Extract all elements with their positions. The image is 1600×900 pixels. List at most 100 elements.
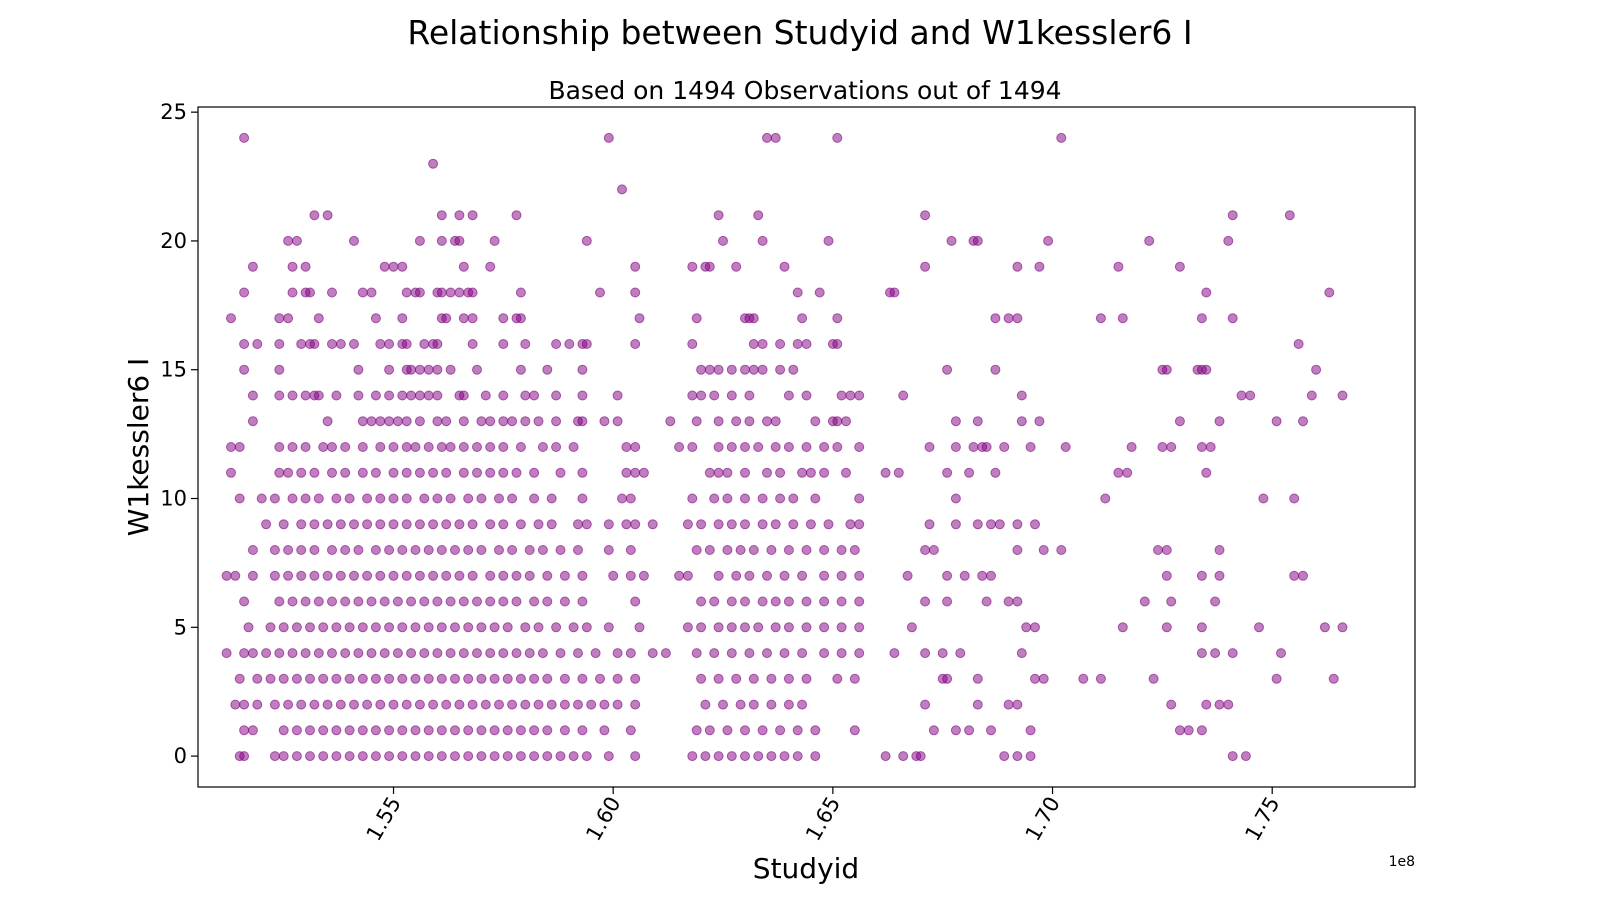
data-point [687, 390, 698, 401]
data-point [309, 699, 320, 710]
data-point [384, 339, 395, 349]
data-point [454, 699, 465, 710]
data-point [515, 364, 526, 375]
data-point [819, 622, 830, 633]
data-point [344, 725, 355, 736]
data-point [617, 493, 627, 504]
data-point [335, 570, 346, 581]
data-point [423, 725, 434, 736]
data-point [722, 545, 733, 555]
data-point [832, 313, 843, 324]
data-point [1056, 545, 1067, 555]
data-point [981, 596, 992, 607]
data-point [994, 519, 1005, 530]
data-point [485, 442, 496, 452]
data-point [467, 570, 478, 581]
data-point [709, 493, 720, 504]
data-point [423, 545, 434, 555]
data-point [810, 751, 821, 762]
data-point [1214, 699, 1225, 710]
data-point [1298, 570, 1308, 581]
data-point [783, 596, 794, 607]
data-point [612, 699, 623, 710]
data-point [476, 751, 487, 762]
data-point [696, 519, 707, 530]
data-point [388, 467, 399, 478]
data-point [406, 648, 417, 659]
data-point [498, 519, 509, 530]
data-point [757, 364, 768, 375]
data-point [428, 158, 439, 169]
data-point [775, 364, 786, 375]
data-point [1161, 570, 1172, 581]
data-point [467, 339, 478, 349]
data-point [1258, 493, 1269, 504]
data-point [744, 648, 755, 659]
data-point [533, 519, 544, 530]
data-point [454, 235, 465, 246]
data-point [986, 725, 996, 736]
data-point [726, 648, 737, 659]
data-point [331, 751, 342, 762]
data-point [502, 751, 513, 762]
data-point [1227, 313, 1238, 324]
data-point [1016, 390, 1027, 401]
data-point [353, 545, 364, 555]
data-point [533, 699, 544, 710]
data-point [458, 261, 469, 272]
data-point [797, 467, 808, 478]
data-point [458, 390, 469, 401]
data-point [753, 210, 764, 221]
data-point [915, 751, 926, 762]
data-point [696, 596, 707, 607]
data-point [410, 442, 421, 452]
data-point [1205, 442, 1216, 452]
data-point [423, 622, 434, 633]
data-point [621, 467, 632, 478]
data-point [1174, 261, 1185, 272]
data-point [507, 699, 518, 710]
data-point [1201, 364, 1212, 375]
data-point [278, 519, 289, 530]
data-point [291, 673, 302, 684]
data-point [432, 364, 443, 375]
data-point [950, 416, 961, 427]
data-point [757, 519, 768, 530]
data-point [819, 442, 830, 452]
data-point [502, 725, 513, 736]
data-point [476, 545, 487, 555]
data-point [880, 467, 891, 478]
data-point [494, 545, 504, 555]
data-point [713, 622, 724, 633]
data-point [300, 596, 311, 607]
data-point [740, 622, 750, 633]
data-point [819, 596, 830, 607]
data-point [313, 313, 324, 324]
data-point [278, 673, 289, 684]
data-point [269, 751, 280, 762]
data-point [247, 545, 258, 555]
data-point [384, 364, 395, 375]
data-point [1122, 467, 1133, 478]
data-point [472, 467, 482, 478]
data-point [515, 725, 526, 736]
data-point [713, 673, 724, 684]
data-point [1337, 390, 1348, 401]
data-point [362, 519, 373, 530]
data-point [819, 545, 830, 555]
data-point [630, 442, 641, 452]
data-point [414, 390, 425, 401]
data-point [494, 699, 504, 710]
data-point [902, 570, 913, 581]
data-point [709, 596, 720, 607]
data-point [397, 390, 408, 401]
data-point [414, 416, 425, 427]
data-point [573, 519, 583, 530]
data-point [1284, 210, 1295, 221]
data-point [801, 442, 812, 452]
data-point [529, 596, 540, 607]
data-point [898, 751, 909, 762]
data-point [608, 570, 619, 581]
data-point [322, 699, 333, 710]
data-point [454, 519, 465, 530]
